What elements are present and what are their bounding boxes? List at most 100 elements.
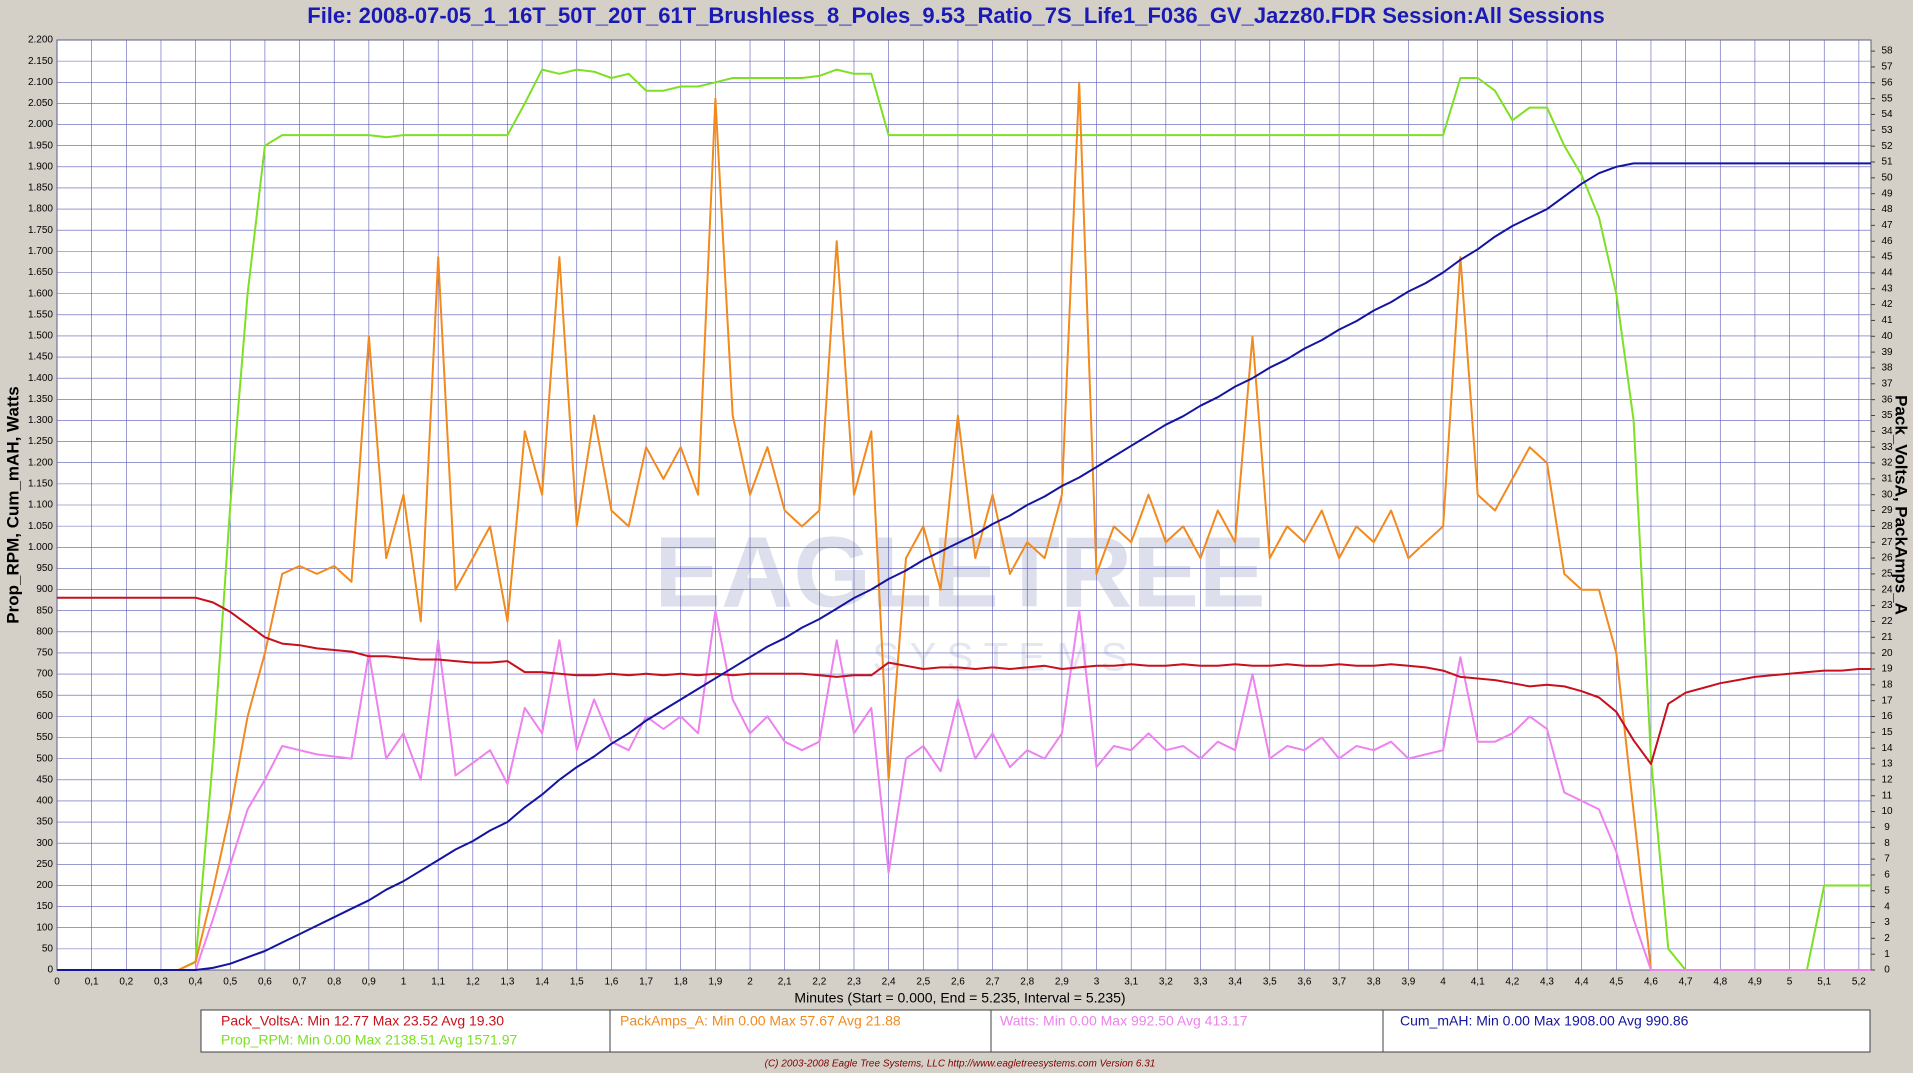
y2-tick-label: 23 [1881,600,1893,611]
y2-tick-label: 28 [1881,521,1893,532]
x-tick-label: 1,3 [501,977,515,988]
legend: Pack_VoltsA: Min 12.77 Max 23.52 Avg 19.… [221,1013,1689,1048]
y-tick-label: 750 [36,648,53,659]
x-tick-label: 0,5 [223,977,237,988]
y-tick-label: 800 [36,626,53,637]
series-line [57,609,1871,971]
y2-tick-label: 1 [1884,949,1890,960]
x-tick-label: 3 [1094,977,1100,988]
series-lines [57,68,1871,971]
x-tick-label: 2,7 [986,977,1000,988]
y-tick-label: 50 [42,944,54,955]
y2-tick-label: 25 [1881,569,1893,580]
y-tick-label: 2.100 [28,77,53,88]
x-tick-label: 2,8 [1020,977,1034,988]
y2-tick-label: 58 [1881,46,1893,57]
y2-tick-label: 53 [1881,125,1893,136]
x-tick-label: 0,4 [189,977,203,988]
y-tick-label: 550 [36,732,53,743]
series-line [57,596,1871,765]
y2-tick-label: 3 [1884,917,1890,928]
y-tick-label: 2.050 [28,98,53,109]
watermark: EAGLETREE [654,516,1265,628]
x-tick-label: 2,3 [847,977,861,988]
y2-tick-label: 4 [1884,901,1890,912]
y-tick-label: 950 [36,563,53,574]
series-line [57,68,1871,971]
x-tick-label: 1,4 [535,977,549,988]
footer: (C) 2003-2008 Eagle Tree Systems, LLC ht… [765,1059,1156,1070]
y2-tick-label: 5 [1884,885,1890,896]
x-tick-label: 3,1 [1124,977,1138,988]
y-tick-label: 600 [36,711,53,722]
x-tick-label: 5 [1787,977,1793,988]
x-tick-label: 3,9 [1401,977,1415,988]
y2-tick-label: 7 [1884,854,1890,865]
y-tick-label: 500 [36,753,53,764]
y2-tick-label: 11 [1882,790,1893,801]
series-line [57,81,1871,971]
x-tick-label: 0,6 [258,977,272,988]
y2-axis-label: Pack_VoltsA, PackAmps_A [1892,395,1911,615]
y-tick-label: 1.800 [28,204,53,215]
y2-tick-label: 15 [1881,727,1893,738]
y2-tick-label: 38 [1881,363,1893,374]
y-tick-label: 1.450 [28,352,53,363]
x-tick-label: 0,2 [119,977,133,988]
x-tick-label: 4 [1440,977,1446,988]
legend-entry: Watts: Min 0.00 Max 992.50 Avg 413.17 [1000,1013,1248,1029]
y2-tick-label: 0 [1884,965,1890,976]
y2-tick-label: 35 [1881,410,1893,421]
y2-tick-label: 8 [1884,838,1890,849]
legend-entry: Prop_RPM: Min 0.00 Max 2138.51 Avg 1571.… [221,1032,517,1048]
x-tick-label: 2,9 [1055,977,1069,988]
y2-tick-label: 56 [1881,77,1893,88]
y2-tick-label: 21 [1881,632,1893,643]
x-tick-label: 2,2 [812,977,826,988]
y2-tick-label: 6 [1884,870,1890,881]
y2-tick-label: 9 [1884,822,1890,833]
y-tick-label: 1.050 [28,521,53,532]
y-tick-label: 1.000 [28,542,53,553]
x-tick-label: 1,2 [466,977,480,988]
y2-tick-label: 13 [1881,759,1893,770]
x-tick-label: 3,8 [1367,977,1381,988]
y2-tick-label: 46 [1881,236,1893,247]
y-tick-label: 1.700 [28,246,53,257]
legend-entry: PackAmps_A: Min 0.00 Max 57.67 Avg 21.88 [620,1013,901,1029]
x-tick-label: 0,7 [293,977,307,988]
y2-tick-label: 31 [1881,473,1893,484]
y-tick-label: 350 [36,817,53,828]
y-tick-label: 150 [36,901,53,912]
y2-tick-label: 29 [1881,505,1893,516]
y-tick-label: 1.350 [28,394,53,405]
x-tick-label: 4,1 [1471,977,1485,988]
x-tick-label: 0 [54,977,60,988]
y-tick-label: 200 [36,880,53,891]
x-tick-label: 1,8 [674,977,688,988]
y-tick-label: 1.150 [28,479,53,490]
x-tick-label: 2,5 [916,977,930,988]
x-tick-label: 2,1 [778,977,792,988]
ticks: 0501001502002503003504004505005506006507… [28,35,1893,988]
y2-tick-label: 48 [1881,204,1893,215]
y2-tick-label: 42 [1881,299,1893,310]
y-tick-label: 250 [36,859,53,870]
y2-tick-label: 41 [1881,315,1893,326]
y2-tick-label: 37 [1881,378,1893,389]
x-tick-label: 5,1 [1817,977,1831,988]
y2-tick-label: 14 [1881,743,1893,754]
y-axis-label: Prop_RPM, Cum_mAH, Watts [3,386,22,623]
x-tick-label: 2,4 [882,977,896,988]
y2-tick-label: 19 [1881,664,1893,675]
y2-tick-label: 40 [1881,331,1893,342]
legend-entry: Pack_VoltsA: Min 12.77 Max 23.52 Avg 19.… [221,1013,504,1029]
y-tick-label: 1.300 [28,415,53,426]
legend-box [200,1009,1871,1053]
x-tick-label: 5,2 [1852,977,1866,988]
x-tick-label: 0,1 [85,977,99,988]
y-tick-label: 1.750 [28,225,53,236]
y-tick-label: 700 [36,669,53,680]
y-tick-label: 1.250 [28,436,53,447]
